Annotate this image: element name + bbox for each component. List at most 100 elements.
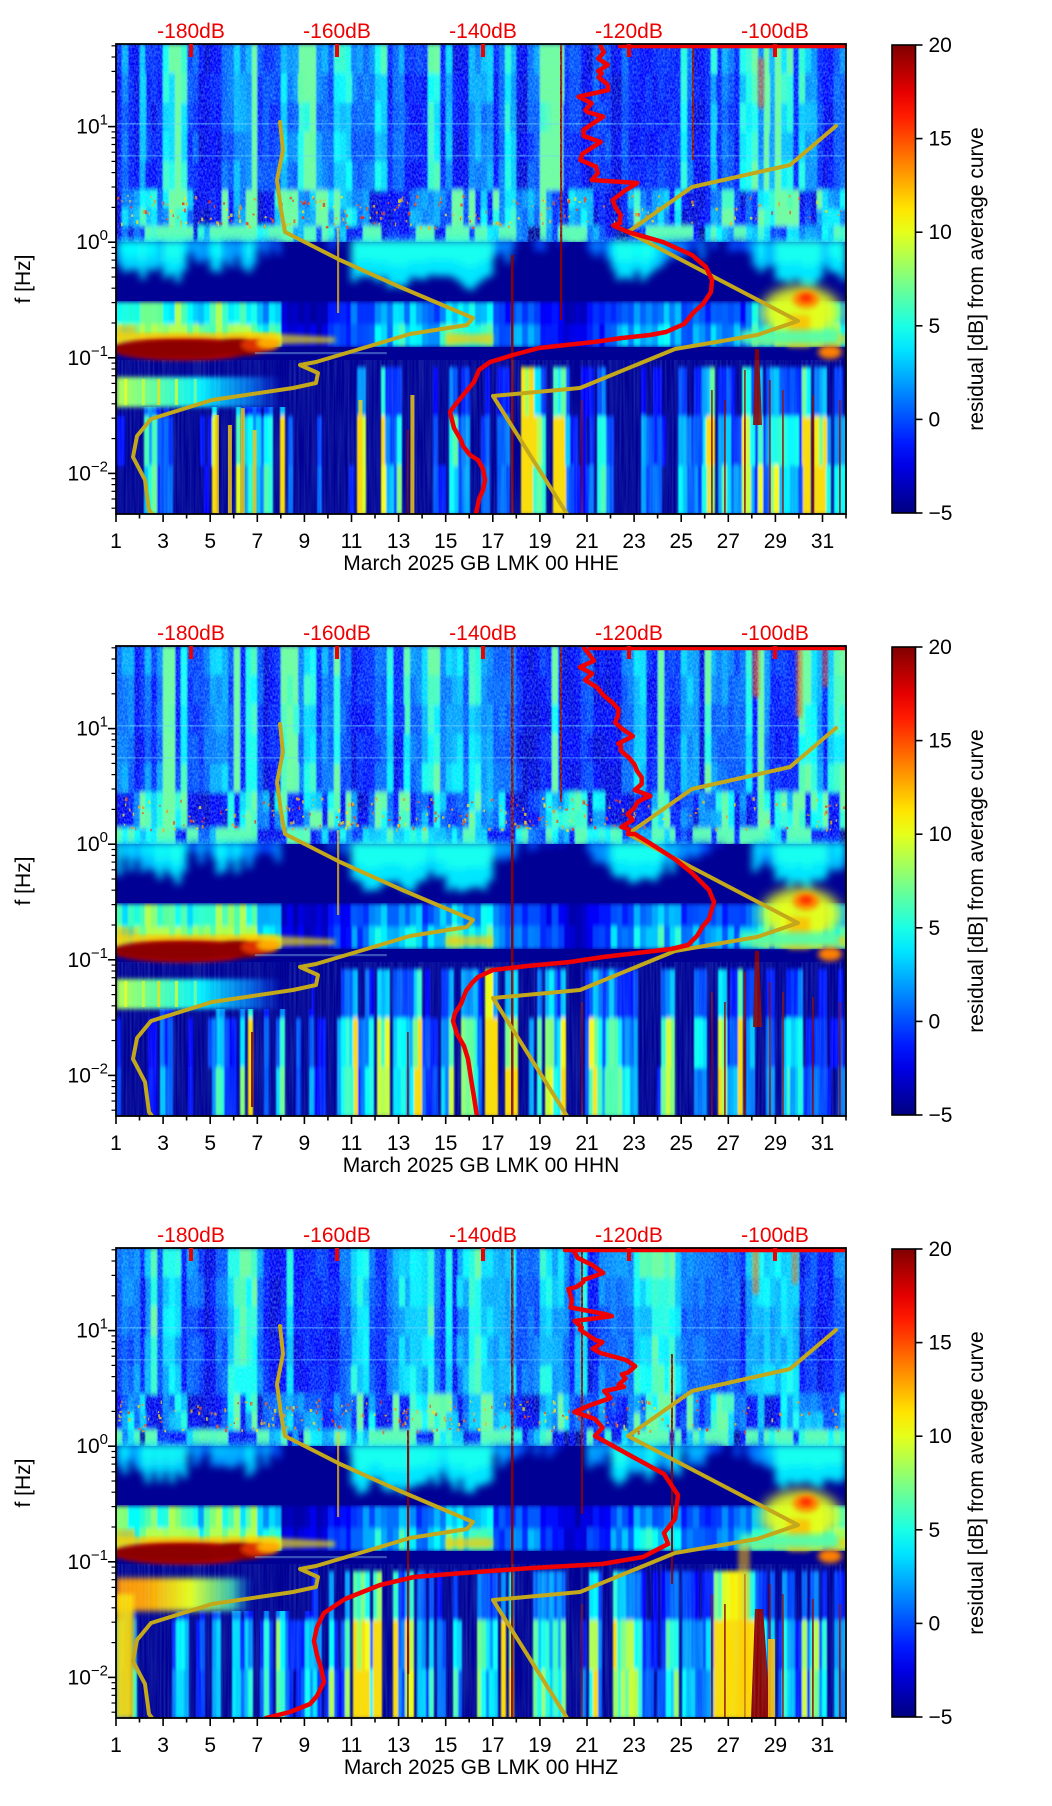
svg-text:11: 11 <box>341 530 363 553</box>
svg-text:f [Hz]: f [Hz] <box>12 254 35 303</box>
svg-text:10−1: 10−1 <box>68 1547 108 1574</box>
svg-text:10−2: 10−2 <box>68 1662 108 1689</box>
svg-text:-160dB: -160dB <box>303 20 371 43</box>
svg-text:15: 15 <box>929 128 952 151</box>
svg-text:residual [dB] from average cur: residual [dB] from average curve <box>965 1331 988 1634</box>
svg-text:1: 1 <box>110 530 122 553</box>
svg-text:10: 10 <box>929 1425 952 1448</box>
svg-text:5: 5 <box>204 1132 216 1155</box>
svg-text:27: 27 <box>717 1132 740 1155</box>
svg-text:5: 5 <box>204 530 216 553</box>
svg-text:13: 13 <box>387 530 410 553</box>
svg-text:0: 0 <box>929 1010 941 1033</box>
svg-text:0: 0 <box>929 1612 941 1635</box>
svg-text:15: 15 <box>434 1132 457 1155</box>
svg-text:21: 21 <box>575 1734 598 1757</box>
svg-text:17: 17 <box>481 1132 504 1155</box>
svg-text:19: 19 <box>528 1132 551 1155</box>
svg-text:10−2: 10−2 <box>68 1060 108 1087</box>
svg-text:15: 15 <box>929 1332 952 1355</box>
svg-text:10−1: 10−1 <box>68 945 108 972</box>
svg-text:residual [dB] from average cur: residual [dB] from average curve <box>965 729 988 1032</box>
svg-text:-120dB: -120dB <box>595 1224 663 1247</box>
svg-text:f [Hz]: f [Hz] <box>12 1458 35 1507</box>
svg-text:17: 17 <box>481 1734 504 1757</box>
svg-text:1: 1 <box>110 1734 122 1757</box>
svg-text:23: 23 <box>622 530 645 553</box>
svg-text:15: 15 <box>929 730 952 753</box>
svg-text:-120dB: -120dB <box>595 20 663 43</box>
svg-text:101: 101 <box>76 112 108 139</box>
svg-text:-180dB: -180dB <box>157 622 225 645</box>
svg-text:9: 9 <box>299 1132 311 1155</box>
svg-text:25: 25 <box>670 1132 693 1155</box>
svg-text:7: 7 <box>251 530 263 553</box>
svg-text:3: 3 <box>157 1132 169 1155</box>
svg-text:13: 13 <box>387 1734 410 1757</box>
svg-text:0: 0 <box>929 408 941 431</box>
svg-text:20: 20 <box>929 34 952 57</box>
svg-text:19: 19 <box>528 1734 551 1757</box>
svg-text:-180dB: -180dB <box>157 1224 225 1247</box>
svg-text:101: 101 <box>76 1316 108 1343</box>
svg-text:13: 13 <box>387 1132 410 1155</box>
svg-text:25: 25 <box>670 1734 693 1757</box>
svg-text:29: 29 <box>764 1734 787 1757</box>
svg-text:1: 1 <box>110 1132 122 1155</box>
svg-text:residual [dB] from average cur: residual [dB] from average curve <box>965 127 988 430</box>
svg-text:March 2025 GB LMK 00 HHE: March 2025 GB LMK 00 HHE <box>343 552 618 575</box>
svg-text:-160dB: -160dB <box>303 622 371 645</box>
svg-text:31: 31 <box>811 1132 834 1155</box>
svg-text:−5: −5 <box>929 1706 953 1729</box>
svg-text:20: 20 <box>929 1238 952 1261</box>
svg-text:-140dB: -140dB <box>449 20 517 43</box>
svg-text:-160dB: -160dB <box>303 1224 371 1247</box>
svg-text:100: 100 <box>76 227 108 254</box>
svg-text:9: 9 <box>299 530 311 553</box>
svg-text:10: 10 <box>929 823 952 846</box>
svg-text:100: 100 <box>76 1431 108 1458</box>
svg-text:100: 100 <box>76 829 108 856</box>
svg-text:10−1: 10−1 <box>68 343 108 370</box>
svg-text:3: 3 <box>157 1734 169 1757</box>
svg-text:101: 101 <box>76 714 108 741</box>
svg-text:-120dB: -120dB <box>595 622 663 645</box>
svg-text:7: 7 <box>251 1132 263 1155</box>
svg-text:25: 25 <box>670 530 693 553</box>
svg-text:10−2: 10−2 <box>68 458 108 485</box>
svg-text:−5: −5 <box>929 1104 953 1127</box>
svg-text:5: 5 <box>929 917 941 940</box>
svg-text:5: 5 <box>204 1734 216 1757</box>
svg-text:March 2025 GB LMK 00 HHN: March 2025 GB LMK 00 HHN <box>343 1154 620 1177</box>
svg-text:-100dB: -100dB <box>741 20 809 43</box>
svg-text:5: 5 <box>929 315 941 338</box>
svg-text:23: 23 <box>622 1132 645 1155</box>
svg-text:11: 11 <box>341 1734 363 1757</box>
svg-text:21: 21 <box>575 530 598 553</box>
svg-text:31: 31 <box>811 1734 834 1757</box>
svg-text:29: 29 <box>764 1132 787 1155</box>
svg-text:-180dB: -180dB <box>157 20 225 43</box>
svg-text:27: 27 <box>717 530 740 553</box>
svg-text:15: 15 <box>434 1734 457 1757</box>
svg-text:11: 11 <box>341 1132 363 1155</box>
svg-text:f [Hz]: f [Hz] <box>12 856 35 905</box>
svg-text:19: 19 <box>528 530 551 553</box>
svg-text:March 2025 GB LMK 00 HHZ: March 2025 GB LMK 00 HHZ <box>344 1756 618 1779</box>
svg-text:17: 17 <box>481 530 504 553</box>
svg-text:23: 23 <box>622 1734 645 1757</box>
svg-text:-140dB: -140dB <box>449 622 517 645</box>
svg-text:31: 31 <box>811 530 834 553</box>
svg-text:29: 29 <box>764 530 787 553</box>
svg-text:5: 5 <box>929 1519 941 1542</box>
svg-text:-140dB: -140dB <box>449 1224 517 1247</box>
svg-text:-100dB: -100dB <box>741 622 809 645</box>
svg-text:−5: −5 <box>929 502 953 525</box>
svg-text:27: 27 <box>717 1734 740 1757</box>
svg-text:20: 20 <box>929 636 952 659</box>
svg-text:9: 9 <box>299 1734 311 1757</box>
svg-text:7: 7 <box>251 1734 263 1757</box>
svg-text:21: 21 <box>575 1132 598 1155</box>
svg-text:3: 3 <box>157 530 169 553</box>
svg-text:15: 15 <box>434 530 457 553</box>
